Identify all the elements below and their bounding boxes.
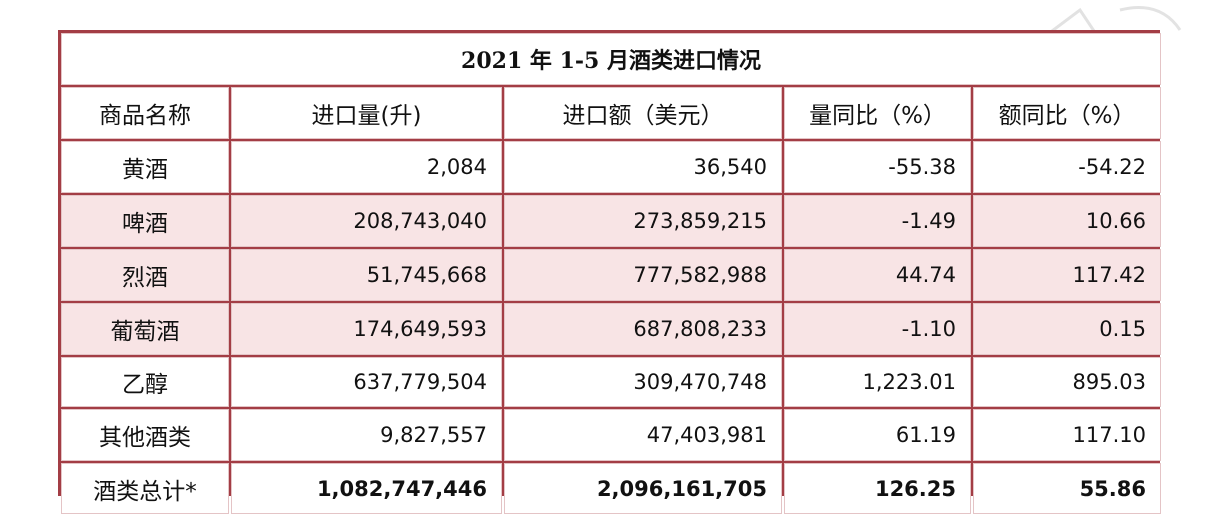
row-amount-yoy: 895.03: [973, 357, 1161, 407]
row-amount: 36,540: [504, 141, 782, 193]
header-name: 商品名称: [61, 87, 229, 139]
import-table: 2021 年 1-5 月酒类进口情况 商品名称 进口量(升) 进口额（美元） 量…: [58, 30, 1161, 514]
row-volume: 174,649,593: [231, 303, 502, 355]
row-volume-yoy: -55.38: [784, 141, 971, 193]
row-volume: 2,084: [231, 141, 502, 193]
total-volume: 1,082,747,446: [231, 463, 502, 514]
total-amount: 2,096,161,705: [504, 463, 782, 514]
row-volume-yoy: -1.49: [784, 195, 971, 247]
row-amount-yoy: 0.15: [973, 303, 1161, 355]
row-name: 乙醇: [61, 357, 229, 407]
row-amount: 309,470,748: [504, 357, 782, 407]
row-volume-yoy: -1.10: [784, 303, 971, 355]
row-volume: 9,827,557: [231, 409, 502, 461]
table-title: 2021 年 1-5 月酒类进口情况: [61, 33, 1161, 85]
row-volume: 637,779,504: [231, 357, 502, 407]
row-amount-yoy: 117.10: [973, 409, 1161, 461]
total-amount-yoy: 55.86: [973, 463, 1161, 514]
row-name: 烈酒: [61, 249, 229, 301]
row-name: 葡萄酒: [61, 303, 229, 355]
row-volume-yoy: 61.19: [784, 409, 971, 461]
total-row-name: 酒类总计*: [61, 463, 229, 514]
header-volume-yoy: 量同比（%）: [784, 87, 971, 139]
row-name: 其他酒类: [61, 409, 229, 461]
row-volume-yoy: 1,223.01: [784, 357, 971, 407]
row-name: 黄酒: [61, 141, 229, 193]
row-amount-yoy: 117.42: [973, 249, 1161, 301]
row-name: 啤酒: [61, 195, 229, 247]
row-amount-yoy: -54.22: [973, 141, 1161, 193]
header-amount: 进口额（美元）: [504, 87, 782, 139]
row-amount: 687,808,233: [504, 303, 782, 355]
header-volume: 进口量(升): [231, 87, 502, 139]
header-amount-yoy: 额同比（%）: [973, 87, 1161, 139]
row-volume-yoy: 44.74: [784, 249, 971, 301]
row-amount: 47,403,981: [504, 409, 782, 461]
total-volume-yoy: 126.25: [784, 463, 971, 514]
row-amount-yoy: 10.66: [973, 195, 1161, 247]
row-amount: 273,859,215: [504, 195, 782, 247]
row-amount: 777,582,988: [504, 249, 782, 301]
row-volume: 51,745,668: [231, 249, 502, 301]
row-volume: 208,743,040: [231, 195, 502, 247]
